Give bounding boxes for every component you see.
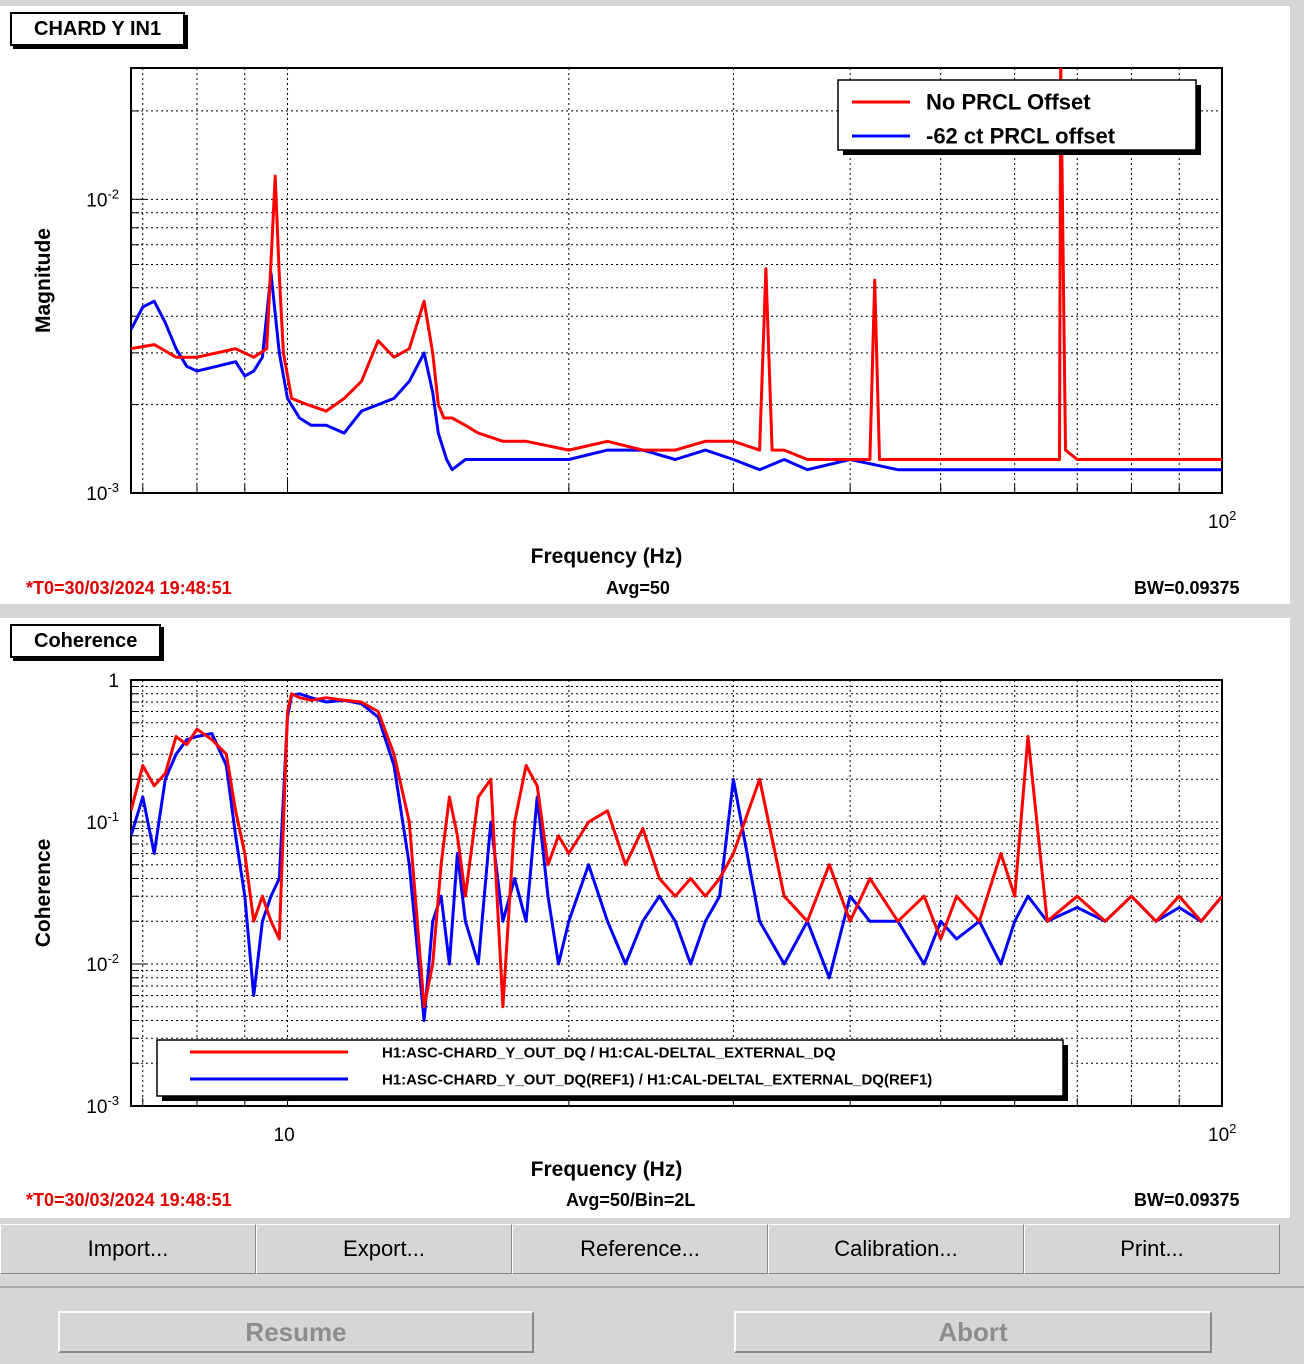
calibration-button[interactable]: Calibration... bbox=[768, 1224, 1024, 1274]
plot-area bbox=[130, 679, 1223, 1107]
y-tick-label: 10-2 bbox=[86, 951, 119, 976]
legend-label: -62 ct PRCL offset bbox=[926, 124, 1116, 149]
series-line-red bbox=[131, 692, 1222, 1009]
y-tick-label: 1 bbox=[108, 671, 119, 692]
resume-button[interactable]: Resume bbox=[58, 1311, 534, 1353]
legend-label: H1:ASC-CHARD_Y_OUT_DQ(REF1) / H1:CAL-DEL… bbox=[382, 1071, 932, 1088]
y-tick-label: 10-3 bbox=[86, 1093, 119, 1118]
abort-button[interactable]: Abort bbox=[734, 1311, 1212, 1353]
coherence-panel: Coherence 1 10-1 10-2 10-3 10 102 Frequency (H… bbox=[0, 618, 1290, 1218]
legend-box bbox=[156, 1039, 1064, 1097]
x-tick-label: 102 bbox=[1208, 508, 1236, 533]
x-axis-label: Frequency (Hz) bbox=[531, 545, 683, 568]
plot-frame bbox=[130, 67, 1223, 494]
import-button[interactable]: Import... bbox=[0, 1224, 256, 1274]
plot-frame bbox=[130, 679, 1223, 1107]
y-axis-label: Magnitude bbox=[32, 228, 55, 333]
bw-label: BW=0.09375 bbox=[1134, 578, 1240, 598]
plot-area bbox=[130, 67, 1223, 494]
legend-label: H1:ASC-CHARD_Y_OUT_DQ / H1:CAL-DELTAL_EX… bbox=[382, 1044, 836, 1061]
legend-label: No PRCL Offset bbox=[926, 90, 1091, 115]
reference-button[interactable]: Reference... bbox=[512, 1224, 768, 1274]
y-tick-label: 10-1 bbox=[86, 809, 119, 834]
y-tick-label: 10-2 bbox=[86, 186, 119, 211]
series-line-blue bbox=[131, 692, 1222, 1022]
print-button[interactable]: Print... bbox=[1024, 1224, 1280, 1274]
separator bbox=[0, 1286, 1304, 1288]
t0-label: *T0=30/03/2024 19:48:51 bbox=[26, 1190, 232, 1210]
x-axis-label: Frequency (Hz) bbox=[531, 1158, 683, 1181]
bw-label: BW=0.09375 bbox=[1134, 1190, 1240, 1210]
y-axis-label: Coherence bbox=[32, 839, 55, 948]
y-tick-label: 10-3 bbox=[86, 480, 119, 505]
legend-box bbox=[837, 79, 1197, 151]
magnitude-panel: CHARD Y IN1 10-2 10-3 102 Frequency (Hz) Mag… bbox=[0, 6, 1290, 604]
magnitude-chart: 10-2 10-3 102 Frequency (Hz) Magnitude No PRC… bbox=[32, 67, 1236, 568]
avg-label: Avg=50/Bin=2L bbox=[566, 1190, 696, 1210]
series-line-red bbox=[131, 68, 1222, 461]
x-tick-label: 102 bbox=[1208, 1121, 1236, 1146]
t0-label: *T0=30/03/2024 19:48:51 bbox=[26, 578, 232, 598]
series-line-blue bbox=[131, 271, 1222, 472]
coherence-chart: 1 10-1 10-2 10-3 10 102 Frequency (Hz) Coherenc… bbox=[32, 671, 1236, 1181]
coherence-tab-title[interactable]: Coherence bbox=[10, 624, 162, 658]
export-button[interactable]: Export... bbox=[256, 1224, 512, 1274]
avg-label: Avg=50 bbox=[606, 578, 670, 598]
x-tick-label: 10 bbox=[274, 1125, 295, 1146]
magnitude-tab-title[interactable]: CHARD Y IN1 bbox=[10, 12, 186, 46]
toolbar: Import... Export... Reference... Calibra… bbox=[0, 1224, 1280, 1274]
